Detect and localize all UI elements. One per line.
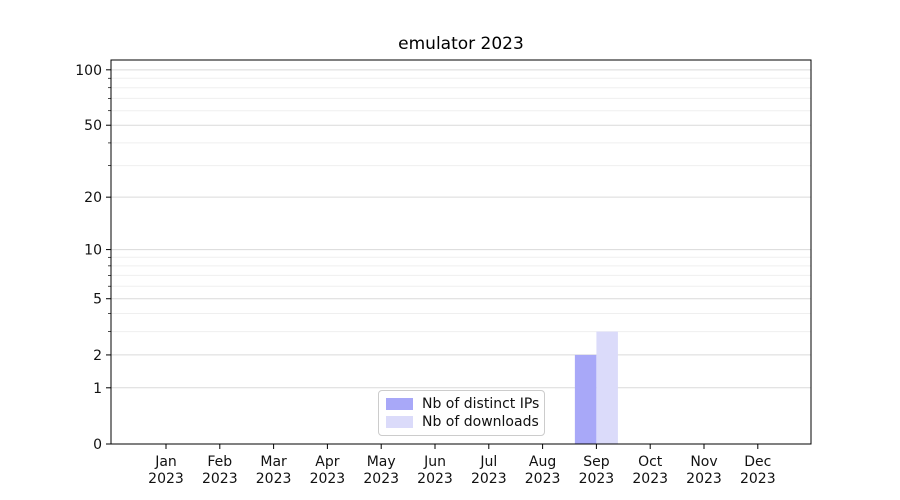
x-tick-label-year: 2023 xyxy=(471,471,507,487)
x-tick-label-month: Aug xyxy=(529,454,556,470)
x-tick-label-year: 2023 xyxy=(148,471,184,487)
legend-label-distinct-ips: Nb of distinct IPs xyxy=(422,396,540,412)
y-tick-label: 0 xyxy=(93,437,102,453)
x-tick-label-month: Sep xyxy=(583,454,610,470)
x-tick-label-month: Oct xyxy=(638,454,663,470)
x-tick-label-year: 2023 xyxy=(579,471,615,487)
chart-title: emulator 2023 xyxy=(398,34,524,54)
x-tick-label-year: 2023 xyxy=(417,471,453,487)
x-tick-label-year: 2023 xyxy=(740,471,776,487)
y-tick-label: 2 xyxy=(93,348,102,364)
x-tick-label-year: 2023 xyxy=(525,471,561,487)
x-tick-label-year: 2023 xyxy=(363,471,399,487)
y-tick-label: 100 xyxy=(75,63,102,79)
x-tick-label-month: Nov xyxy=(690,454,717,470)
plot-border xyxy=(110,59,812,445)
legend-label-downloads: Nb of downloads xyxy=(422,414,539,430)
y-tick-label: 5 xyxy=(93,292,102,308)
x-tick-label-year: 2023 xyxy=(256,471,292,487)
legend: Nb of distinct IPs Nb of downloads xyxy=(378,390,545,436)
y-tick-label: 1 xyxy=(93,381,102,397)
bar-nb-of-distinct-ips-sep xyxy=(574,354,597,444)
legend-swatch-distinct-ips xyxy=(386,398,413,410)
legend-item-downloads: Nb of downloads xyxy=(386,414,539,430)
x-tick-label-month: Feb xyxy=(207,454,232,470)
x-tick-label-year: 2023 xyxy=(686,471,722,487)
x-tick-label-month: Jun xyxy=(423,454,446,470)
x-tick-label-month: Apr xyxy=(315,454,339,470)
x-tick-label-year: 2023 xyxy=(632,471,668,487)
x-tick-label-month: May xyxy=(367,454,396,470)
y-tick-label: 20 xyxy=(84,190,102,206)
x-tick-label-year: 2023 xyxy=(202,471,238,487)
y-tick-label: 50 xyxy=(84,118,102,134)
x-tick-label-month: Dec xyxy=(744,454,771,470)
bar-nb-of-downloads-sep xyxy=(596,331,618,444)
y-tick-label: 10 xyxy=(84,243,102,259)
x-tick-label-month: Mar xyxy=(260,454,287,470)
x-tick-label-month: Jan xyxy=(154,454,177,470)
legend-item-distinct-ips: Nb of distinct IPs xyxy=(386,396,540,412)
legend-swatch-downloads xyxy=(386,416,413,428)
x-tick-label-month: Jul xyxy=(479,454,497,470)
x-tick-label-year: 2023 xyxy=(310,471,346,487)
